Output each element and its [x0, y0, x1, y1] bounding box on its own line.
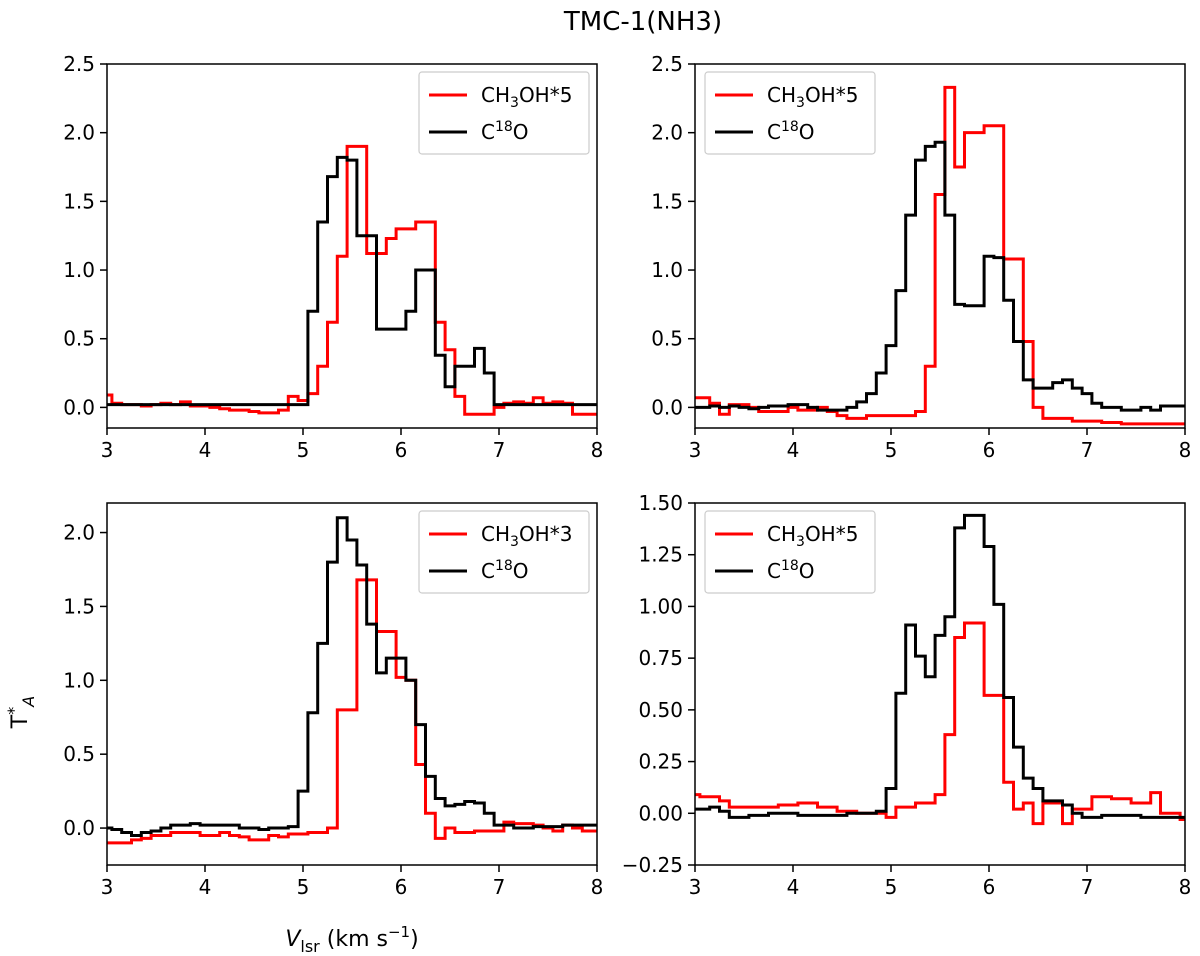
panel-2-y-tick-label: 0.5: [63, 742, 95, 766]
panel-3-x-tick-label: 4: [787, 875, 800, 899]
panel-1-y-tick-label: 2.5: [651, 52, 683, 76]
panel-1-y-tick-label: 0.0: [651, 395, 683, 419]
panel-1-x-tick-label: 7: [1081, 438, 1094, 462]
panel-3-y-tick-label: −0.25: [622, 853, 683, 877]
panel-0-series-c18o-line: [107, 155, 597, 407]
panel-2-series-methanol-line: [107, 578, 597, 845]
panel-3-x-tick-label: 6: [983, 875, 996, 899]
panel-2-y-tick-label: 2.0: [63, 521, 95, 545]
panel-3-y-tick-label: 1.50: [638, 491, 683, 515]
panel-2-y-tick-label: 1.5: [63, 594, 95, 618]
panel-0-x-tick-label: 7: [493, 438, 506, 462]
panel-1-x-tick-label: 6: [983, 438, 996, 462]
panel-3-x-tick-label: 7: [1081, 875, 1094, 899]
panel-3-y-tick-label: 0.50: [638, 698, 683, 722]
panel-2-x-tick-label: 4: [199, 875, 212, 899]
panel-3-legend: CH3OH*5 C18O: [704, 510, 876, 594]
panel-top-right: 3 4 5 6 7 8 0.0 0.5 1.0 1.5 2.0 2.5 CH3OH*5 C18O: [651, 52, 1191, 462]
panel-1-y-tick-label: 1.5: [651, 189, 683, 213]
panel-2-x-tick-label: 5: [297, 875, 310, 899]
panel-3-x-tick-label: 5: [885, 875, 898, 899]
panel-bottom-left: 3 4 5 6 7 8 0.0 0.5 1.0 1.5 2.0 CH3OH*3 C18O: [63, 502, 604, 899]
panel-1-x-tick-label: 5: [885, 438, 898, 462]
panel-3-axes-frame: [694, 502, 1186, 866]
panel-3-series-c18o-line: [695, 513, 1185, 819]
panel-3-y-tick-label: 1.25: [638, 543, 683, 567]
panel-0-y-tick-label: 1.5: [63, 189, 95, 213]
panel-1-y-tick-label: 2.0: [651, 121, 683, 145]
panel-1-series-methanol-line: [695, 85, 1185, 426]
panel-2-x-tick-label: 3: [101, 875, 114, 899]
panel-2-x-tick-label: 8: [591, 875, 604, 899]
panel-1-series-c18o-line: [695, 140, 1185, 412]
panel-3-legend-label: C18O: [767, 558, 815, 583]
panel-0-y-tick-label: 0.0: [63, 395, 95, 419]
panel-0-y-tick-label: 2.0: [63, 121, 95, 145]
panel-3-x-tick-label: 3: [689, 875, 702, 899]
panel-1-x-tick-label: 3: [689, 438, 702, 462]
panel-2-legend-label: CH3OH*3: [481, 522, 572, 550]
panel-3-y-tick-label: 0.75: [638, 646, 683, 670]
panel-2-axes-frame: [106, 502, 598, 866]
panel-1-legend-label: CH3OH*5: [767, 83, 858, 111]
panel-3-legend-label: CH3OH*5: [767, 522, 858, 550]
panel-0-x-tick-label: 4: [199, 438, 212, 462]
panel-2-x-tick-label: 7: [493, 875, 506, 899]
panel-0-axes-frame: [106, 63, 598, 429]
panel-1-legend: CH3OH*5 C18O: [704, 71, 876, 155]
panel-0-legend-label: C18O: [481, 119, 529, 144]
panel-0-x-tick-label: 5: [297, 438, 310, 462]
panel-2-legend: CH3OH*3 C18O: [418, 510, 590, 594]
panel-1-axes-frame: [694, 63, 1186, 429]
panel-top-left: 3 4 5 6 7 8 0.0 0.5 1.0 1.5 2.0 2.5 CH3OH*5 C18O: [63, 52, 603, 462]
panel-3-y-tick-label: 1.00: [638, 594, 683, 618]
x-axis-label: Vlsr (km s−1): [285, 923, 418, 956]
panel-1-y-tick-label: 1.0: [651, 258, 683, 282]
panel-2-y-tick-label: 1.0: [63, 668, 95, 692]
panel-0-x-tick-label: 8: [591, 438, 604, 462]
panel-1-y-tick-label: 0.5: [651, 327, 683, 351]
panel-1-x-tick-label: 4: [787, 438, 800, 462]
panel-0-legend-label: CH3OH*5: [481, 83, 572, 111]
panel-2-x-tick-label: 6: [395, 875, 408, 899]
panel-0-legend: CH3OH*5 C18O: [418, 71, 590, 155]
panel-2-series-c18o-line: [107, 516, 597, 837]
panel-1-x-tick-label: 8: [1179, 438, 1192, 462]
panel-2-y-tick-label: 0.0: [63, 816, 95, 840]
panel-0-y-tick-label: 1.0: [63, 258, 95, 282]
panel-1-legend-label: C18O: [767, 119, 815, 144]
panel-3-y-tick-label: 0.25: [638, 750, 683, 774]
panel-3-x-tick-label: 8: [1179, 875, 1192, 899]
panel-0-y-tick-label: 2.5: [63, 52, 95, 76]
panel-0-x-tick-label: 3: [101, 438, 114, 462]
panel-0-x-tick-label: 6: [395, 438, 408, 462]
y-axis-label: T*A: [4, 696, 38, 729]
panel-3-series-methanol-line: [695, 621, 1185, 826]
figure-title: TMC-1(NH3): [563, 7, 722, 37]
panel-0-series-methanol-line: [107, 144, 597, 416]
panel-3-y-tick-label: 0.00: [638, 801, 683, 825]
panel-2-legend-label: C18O: [481, 558, 529, 583]
panel-bottom-right: 3 4 5 6 7 8 −0.25 0.00 0.25 0.50 0.75 1.00 1.25 1.50 C…: [622, 491, 1192, 899]
panel-0-y-tick-label: 0.5: [63, 327, 95, 351]
